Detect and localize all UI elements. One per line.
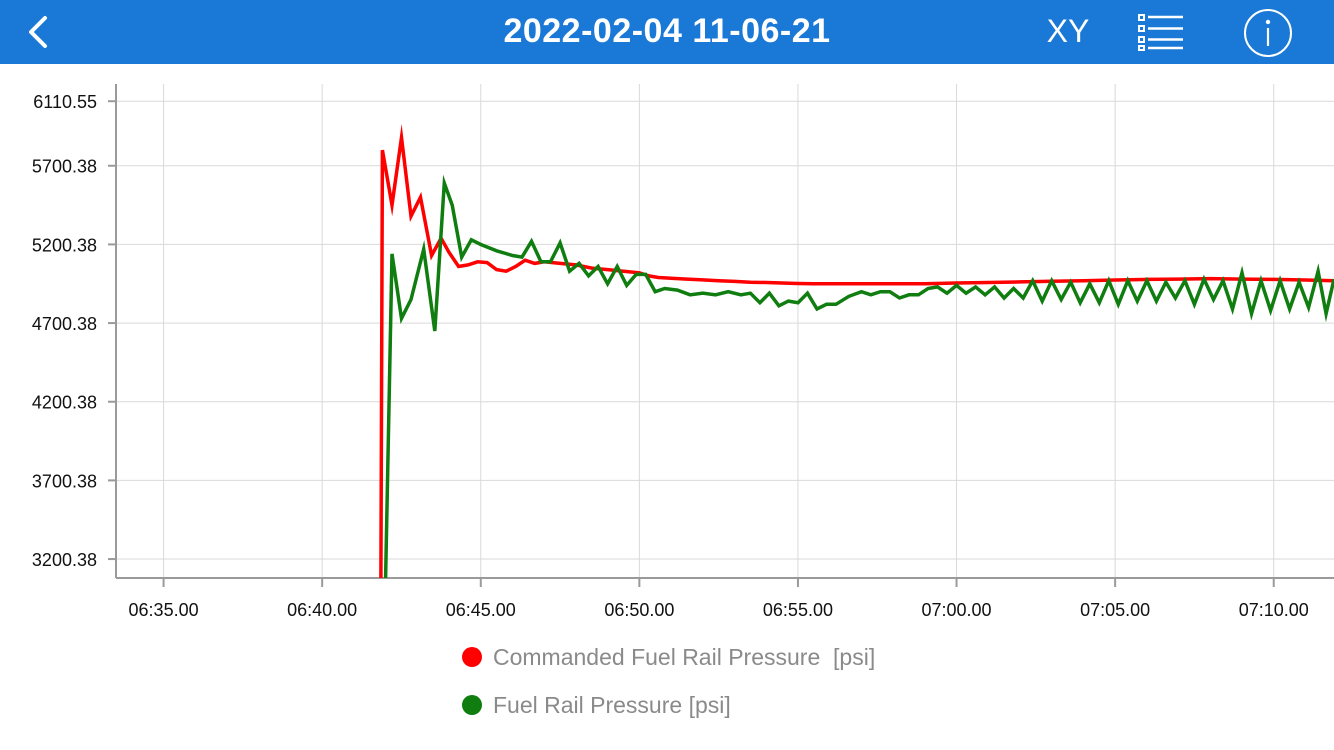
line-chart: 6110.55 5700.38 5200.38 4700.38 4200.38 3700.… [32, 84, 1334, 620]
legend-label: Fuel Rail Pressure [psi] [493, 691, 731, 718]
y-tick-label: 5200.38 [32, 235, 97, 255]
info-button[interactable] [1242, 8, 1294, 58]
y-tick-label: 6110.55 [33, 92, 97, 112]
green-dot-icon [462, 695, 482, 715]
x-tick-label: 07:10.00 [1239, 600, 1309, 620]
y-tick-label: 4200.38 [32, 393, 97, 413]
y-tick-label: 3700.38 [32, 471, 97, 491]
y-tick-label: 5700.38 [32, 157, 97, 177]
x-tick-label: 06:35.00 [129, 600, 199, 620]
gridlines [116, 84, 1334, 578]
legend-item-fuel-rail-pressure[interactable]: Fuel Rail Pressure [psi] [462, 688, 875, 722]
xy-button[interactable]: XY [1046, 13, 1090, 49]
legend: Commanded Fuel Rail Pressure [psi] Fuel … [462, 640, 875, 736]
red-dot-icon [462, 647, 482, 667]
legend-label: Commanded Fuel Rail Pressure [psi] [493, 643, 876, 670]
x-tick-label: 07:05.00 [1080, 600, 1150, 620]
axes [115, 84, 1334, 579]
info-icon [1244, 9, 1292, 57]
x-tick-label: 06:45.00 [446, 600, 516, 620]
series-line-fuel-rail-pressure [383, 174, 1334, 579]
ticks: 6110.55 5700.38 5200.38 4700.38 4200.38 3700.… [32, 92, 1309, 620]
y-tick-label: 4700.38 [32, 314, 97, 334]
legend-item-commanded-pressure[interactable]: Commanded Fuel Rail Pressure [psi] [462, 640, 875, 674]
chevron-left-icon [29, 16, 47, 48]
back-button[interactable] [18, 10, 58, 54]
series [379, 123, 1334, 579]
x-tick-label: 06:50.00 [604, 600, 674, 620]
series-line-commanded-pressure [379, 123, 1334, 579]
list-icon [1138, 14, 1183, 51]
top-bar: 2022-02-04 11-06-21 XY [0, 0, 1334, 64]
x-tick-label: 07:00.00 [922, 600, 992, 620]
list-button[interactable] [1130, 10, 1186, 54]
x-tick-label: 06:40.00 [287, 600, 357, 620]
y-tick-label: 3200.38 [32, 550, 97, 570]
x-tick-label: 06:55.00 [763, 600, 833, 620]
